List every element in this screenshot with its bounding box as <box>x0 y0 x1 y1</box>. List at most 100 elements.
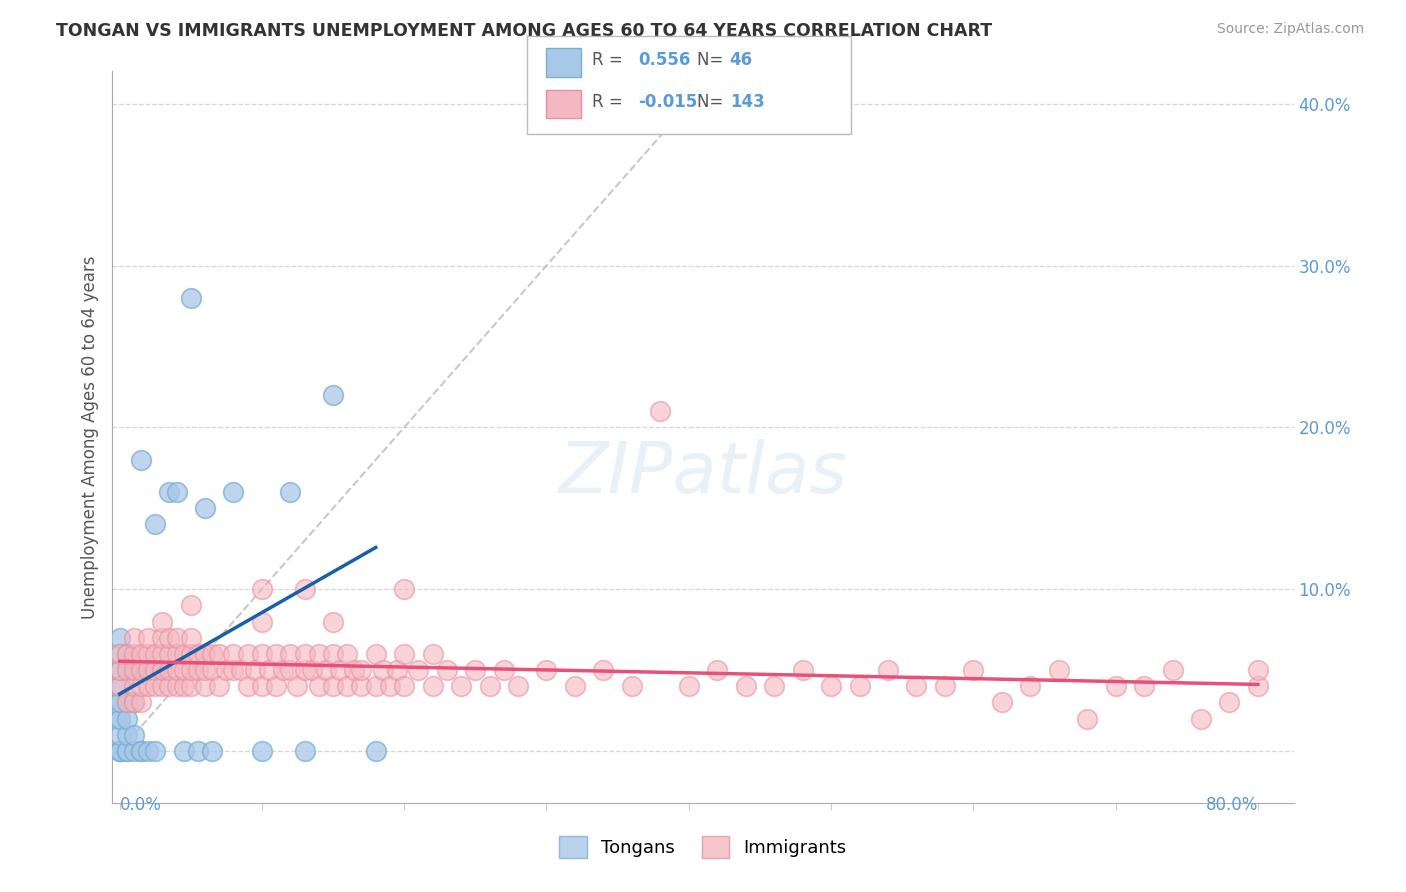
Point <box>150 647 173 661</box>
Point <box>108 712 131 726</box>
Point <box>991 696 1014 710</box>
Text: 0.0%: 0.0% <box>120 797 162 814</box>
Point <box>280 663 302 677</box>
Point <box>208 679 231 693</box>
Point <box>734 679 756 693</box>
Point <box>122 728 145 742</box>
Point <box>108 744 131 758</box>
Point <box>129 696 152 710</box>
Point <box>1247 679 1270 693</box>
Point <box>620 679 643 693</box>
Text: N=: N= <box>697 93 728 111</box>
Point <box>1161 663 1184 677</box>
Point <box>122 647 145 661</box>
Point <box>506 679 529 693</box>
Point <box>250 744 273 758</box>
Point <box>115 647 138 661</box>
Point <box>166 647 188 661</box>
Point <box>157 631 180 645</box>
Point <box>187 663 209 677</box>
Point <box>436 663 458 677</box>
Point <box>194 647 217 661</box>
Point <box>271 663 294 677</box>
Point <box>108 744 131 758</box>
Point <box>194 501 217 516</box>
Point <box>848 679 870 693</box>
Text: 80.0%: 80.0% <box>1205 797 1258 814</box>
Point <box>1019 679 1042 693</box>
Point <box>201 647 224 661</box>
Y-axis label: Unemployment Among Ages 60 to 64 years: Unemployment Among Ages 60 to 64 years <box>80 255 98 619</box>
Point <box>308 679 330 693</box>
Point <box>1133 679 1156 693</box>
Point <box>173 679 195 693</box>
Point <box>371 663 394 677</box>
Point <box>122 679 145 693</box>
Point <box>478 679 501 693</box>
Point <box>343 663 366 677</box>
Point <box>201 744 224 758</box>
Point <box>122 663 145 677</box>
Point <box>122 696 145 710</box>
Point <box>157 485 180 500</box>
Point <box>108 631 131 645</box>
Point <box>143 679 166 693</box>
Point <box>108 647 131 661</box>
Point <box>222 485 245 500</box>
Point <box>173 647 195 661</box>
Point <box>250 582 273 597</box>
Point <box>108 744 131 758</box>
Point <box>180 679 202 693</box>
Point <box>136 663 159 677</box>
Point <box>792 663 814 677</box>
Text: N=: N= <box>697 51 728 69</box>
Point <box>108 647 131 661</box>
Point <box>129 647 152 661</box>
Point <box>294 582 316 597</box>
Point <box>650 404 672 418</box>
Point <box>336 647 359 661</box>
Point <box>150 615 173 629</box>
Point <box>108 679 131 693</box>
Point <box>166 663 188 677</box>
Point <box>150 631 173 645</box>
Point <box>166 631 188 645</box>
Point <box>150 663 173 677</box>
Point <box>564 679 586 693</box>
Point <box>315 663 337 677</box>
Point <box>492 663 515 677</box>
Point <box>962 663 984 677</box>
Point <box>1104 679 1126 693</box>
Text: 0.556: 0.556 <box>638 51 690 69</box>
Point <box>229 663 252 677</box>
Text: 143: 143 <box>730 93 765 111</box>
Point <box>450 679 472 693</box>
Point <box>143 663 166 677</box>
Point <box>122 663 145 677</box>
Point <box>350 663 373 677</box>
Point <box>264 679 287 693</box>
Point <box>143 647 166 661</box>
Point <box>280 485 302 500</box>
Point <box>157 647 180 661</box>
Point <box>108 696 131 710</box>
Point <box>150 663 173 677</box>
Point <box>592 663 614 677</box>
Point <box>136 631 159 645</box>
Point <box>294 744 316 758</box>
Point <box>122 631 145 645</box>
Point <box>166 485 188 500</box>
Point <box>122 696 145 710</box>
Text: R =: R = <box>592 51 628 69</box>
Point <box>115 696 138 710</box>
Point <box>236 679 259 693</box>
Point <box>166 679 188 693</box>
Point <box>536 663 558 677</box>
Point <box>201 663 224 677</box>
Point <box>108 663 131 677</box>
Point <box>129 679 152 693</box>
Point <box>322 615 344 629</box>
Point <box>115 663 138 677</box>
Text: -0.015: -0.015 <box>638 93 697 111</box>
Point <box>115 744 138 758</box>
